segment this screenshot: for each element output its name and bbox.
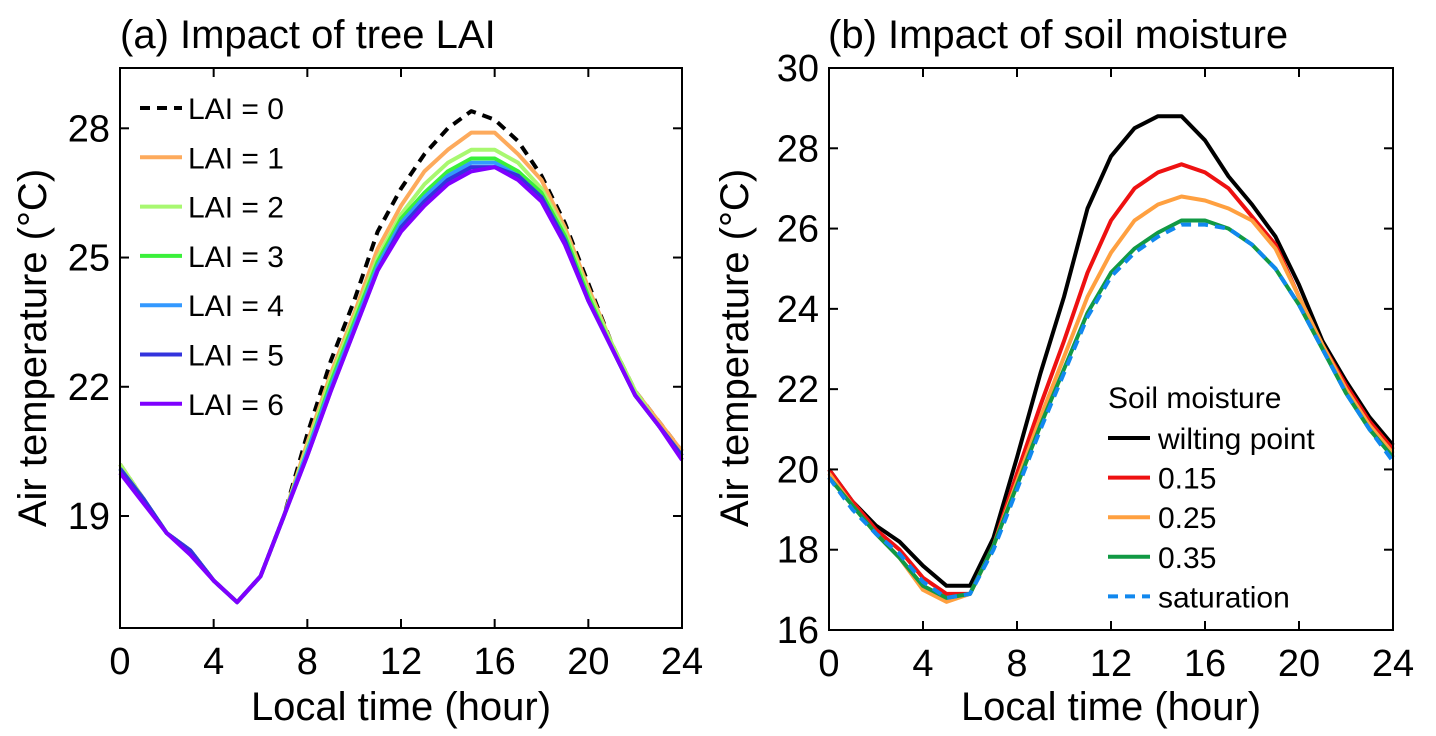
- panel-b-chart: (b) Impact of soil moisture 0 4 8 12 16 20 24 1…: [713, 13, 1414, 729]
- panel-b-y-tick-label: 22: [777, 369, 819, 411]
- panel-a-series-line-7: [118, 165, 684, 605]
- panel-b-y-tick-label: 18: [777, 530, 819, 572]
- panel-b-legend-label-5: saturation: [1158, 581, 1290, 614]
- panel-b-legend-label-3: 0.25: [1158, 502, 1216, 535]
- panel-a-x-tick-label: 8: [297, 641, 318, 683]
- panel-b-axes-frame: [828, 67, 1394, 631]
- panel-b-legend-label-4: 0.35: [1158, 542, 1216, 575]
- panel-a-y-tick-label: 25: [68, 238, 110, 280]
- panel-a-chart: (a) Impact of tree LAI 0 4 8 12 16 20 24 19 22 25…: [11, 13, 703, 729]
- panel-b-x-tick-label: 8: [1006, 643, 1027, 685]
- panel-a-legend-label-7: LAI = 6: [188, 389, 284, 422]
- panel-a-legend: LAI = 0 LAI = 1 LAI = 2 LAI = 3 LAI = 4 LAI =…: [140, 93, 284, 422]
- panel-b-title: (b) Impact of soil moisture: [828, 13, 1288, 57]
- panel-a-legend-label-2: LAI = 1: [188, 142, 284, 175]
- panel-b-y-tick-label: 16: [777, 610, 819, 652]
- panel-b-x-tick-label: 20: [1278, 643, 1320, 685]
- panel-a-x-tick-label: 12: [380, 641, 422, 683]
- panel-b-y-axis-label: Air temperature (°C): [713, 169, 757, 527]
- panel-a-x-tick-label: 24: [661, 641, 703, 683]
- panel-b-legend-label-1: wilting point: [1157, 423, 1315, 456]
- panel-b-x-tick-label: 24: [1372, 643, 1414, 685]
- panel-b-x-axis-label: Local time (hour): [961, 685, 1261, 729]
- panel-a-y-tick-label: 28: [68, 108, 110, 150]
- panel-a-y-tick-label: 19: [68, 496, 110, 538]
- panel-b-legend-label-2: 0.15: [1158, 463, 1216, 496]
- panel-b-series-line-1: [827, 114, 1395, 588]
- panel-b-y-tick-label: 26: [777, 209, 819, 251]
- panel-a-legend-label-1: LAI = 0: [188, 93, 284, 126]
- panel-b-y-tick-label: 20: [777, 449, 819, 491]
- panel-a-x-tick-label: 4: [203, 641, 224, 683]
- panel-b-x-tick-label: 0: [818, 643, 839, 685]
- panel-a-x-tick-label: 16: [474, 641, 516, 683]
- panel-b-legend: Soil moisture wilting point 0.15 0.25 0.35 sa…: [1108, 382, 1315, 614]
- panel-b-legend-title: Soil moisture: [1108, 382, 1281, 415]
- panel-a-legend-label-6: LAI = 5: [188, 340, 284, 373]
- panel-a-legend-label-4: LAI = 3: [188, 241, 284, 274]
- panel-b-x-tick-label: 16: [1184, 643, 1226, 685]
- panel-b-series-line-4: [827, 218, 1395, 600]
- panel-b-series-line-3: [827, 194, 1395, 604]
- panel-a-y-tick-label: 22: [68, 367, 110, 409]
- panel-a-title: (a) Impact of tree LAI: [120, 13, 496, 57]
- panel-b-y-tick-label: 30: [777, 48, 819, 90]
- panel-b-series-line-2: [827, 162, 1395, 596]
- panel-a-legend-label-5: LAI = 4: [188, 290, 284, 323]
- panel-b-x-tick-label: 12: [1090, 643, 1132, 685]
- panel-a-x-tick-label: 0: [109, 641, 130, 683]
- panel-b-series-line-5: [827, 222, 1395, 600]
- panel-a-x-axis-label: Local time (hour): [251, 685, 551, 729]
- panel-a-x-tick-label: 20: [567, 641, 609, 683]
- panel-b-x-tick-label: 4: [912, 643, 933, 685]
- panel-b-y-tick-label: 24: [777, 289, 819, 331]
- panel-b-y-tick-label: 28: [777, 128, 819, 170]
- panel-a-legend-label-3: LAI = 2: [188, 192, 284, 225]
- panel-a-y-axis-label: Air temperature (°C): [11, 169, 55, 527]
